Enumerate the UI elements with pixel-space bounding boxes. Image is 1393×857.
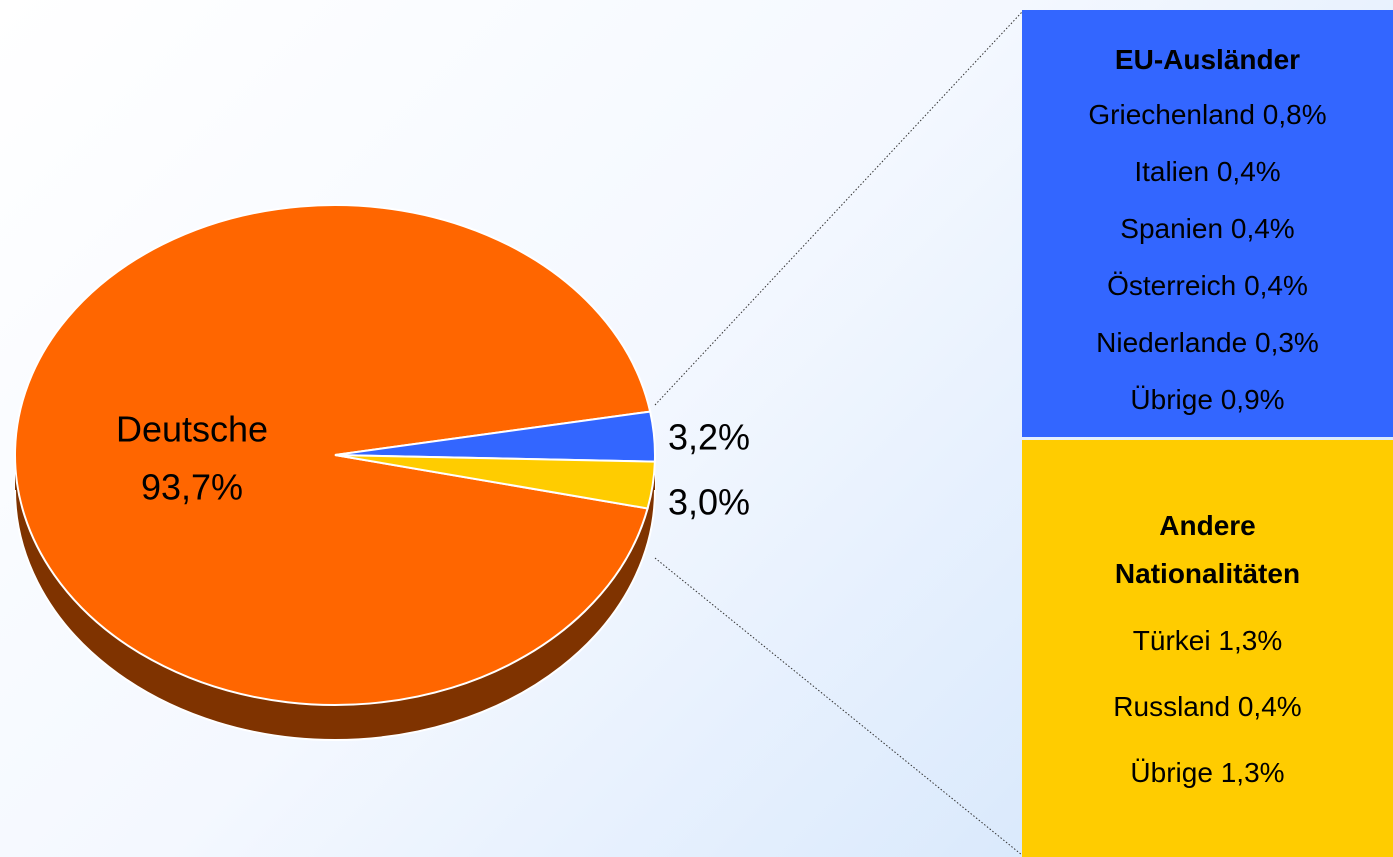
item-value: 0,9%	[1220, 383, 1285, 415]
item-value: 1,3%	[1220, 757, 1285, 788]
item-name: Spanien	[1120, 212, 1224, 244]
item-name: Österreich	[1107, 269, 1237, 301]
pie-slice	[334, 454, 656, 510]
slice-value: 3,0%	[668, 482, 750, 523]
item-value: 0,4%	[1244, 269, 1308, 301]
pie-slice	[14, 204, 652, 706]
breakdown-item: Spanien 0,4%	[1120, 200, 1294, 257]
box-title: Andere Nationalitäten	[1114, 510, 1301, 589]
connector	[654, 11, 1023, 406]
breakdown-item: Russland 0,4%	[1113, 674, 1301, 740]
item-name: Italien	[1134, 155, 1210, 187]
item-value: 0,4%	[1237, 691, 1302, 722]
item-name: Niederlande	[1096, 326, 1248, 358]
item-value: 0,4%	[1216, 155, 1281, 187]
slice-value: 3,2%	[668, 417, 750, 458]
connector	[654, 557, 1023, 856]
box-title: EU-Ausländer	[1114, 44, 1301, 75]
item-value: 1,3%	[1218, 625, 1283, 656]
item-value: 0,3%	[1255, 326, 1319, 358]
slice-value: 93,7%	[141, 467, 243, 508]
breakdown-box: EU-Ausländer Griechenland 0,8% Italien 0,4% S…	[1022, 10, 1393, 437]
breakdown-item: Italien 0,4%	[1134, 143, 1280, 200]
item-name: Übrige	[1130, 757, 1213, 788]
item-name: Übrige	[1130, 383, 1213, 415]
slice-label: Deutsche	[116, 409, 268, 450]
breakdown-item: Türkei 1,3%	[1133, 608, 1282, 674]
item-value: 0,8%	[1262, 98, 1327, 130]
item-name: Griechenland	[1088, 98, 1255, 130]
item-name: Türkei	[1132, 625, 1211, 656]
breakdown-item: Übrige 0,9%	[1130, 371, 1284, 428]
item-name: Russland	[1113, 691, 1231, 722]
breakdown-item: Österreich 0,4%	[1107, 257, 1308, 314]
item-value: 0,4%	[1230, 212, 1295, 244]
breakdown-box: Andere Nationalitäten Türkei 1,3% Russland 0…	[1022, 440, 1393, 857]
breakdown-item: Niederlande 0,3%	[1096, 314, 1319, 371]
breakdown-item: Übrige 1,3%	[1130, 740, 1284, 806]
breakdown-item: Griechenland 0,8%	[1088, 86, 1326, 143]
